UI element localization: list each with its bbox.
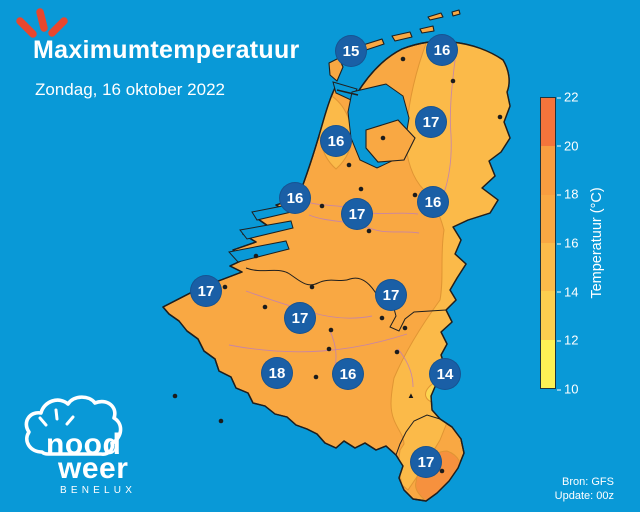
- city-dot: [380, 135, 386, 141]
- temp-badge: 16: [417, 186, 449, 218]
- city-dot: [328, 327, 334, 333]
- city-dot: [366, 228, 372, 234]
- city-dot: [262, 304, 268, 310]
- source-label: Bron: GFS: [562, 476, 614, 488]
- city-dot: [319, 203, 325, 209]
- flevoland-polder: [365, 119, 416, 163]
- city-dot: [218, 418, 224, 424]
- colorbar-segment-12-14: [541, 291, 555, 340]
- temp-badge: 16: [332, 358, 364, 390]
- temp-badge: 16: [279, 182, 311, 214]
- temp-badge: 17: [284, 302, 316, 334]
- colorbar-segment-20-22: [541, 98, 555, 147]
- colorbar-segment-10-12: [541, 339, 555, 388]
- temp-badge: 17: [190, 275, 222, 307]
- afsluitdijk-line: [336, 89, 359, 96]
- delta-channel: [239, 220, 294, 240]
- city-dot: [313, 374, 319, 380]
- wadden-island: [391, 31, 413, 42]
- peak-marker: ▲: [407, 391, 415, 400]
- country-border-be-lux: [395, 414, 441, 456]
- logo-word-nood: nood: [46, 428, 121, 461]
- colorbar-tick-14: 14: [556, 284, 579, 300]
- noodweer-logo: nood weer BENELUX: [24, 395, 136, 496]
- update-label: Update: 00z: [554, 490, 614, 502]
- city-dot: [346, 162, 352, 168]
- delta-channel: [228, 240, 290, 263]
- logo-word-benelux: BENELUX: [60, 485, 136, 496]
- colorbar-tick-18: 18: [556, 186, 579, 202]
- city-dot: [326, 346, 332, 352]
- city-dot: [253, 253, 259, 259]
- city-dot: [358, 186, 364, 192]
- cloud-icon: [24, 395, 123, 456]
- city-dot: [379, 315, 385, 321]
- city-dots: [172, 56, 503, 474]
- colorbar-segments: [540, 97, 556, 389]
- temp-badge: 16: [426, 34, 458, 66]
- colorbar-tick-12: 12: [556, 332, 579, 348]
- city-dot: [402, 325, 408, 331]
- city-dot: [439, 468, 445, 474]
- temp-badge: 17: [341, 198, 373, 230]
- city-dot: [309, 284, 315, 290]
- city-dot: [450, 78, 456, 84]
- colorbar-tick-22: 22: [556, 89, 579, 105]
- city-dot: [412, 192, 418, 198]
- temp-badge: 15: [335, 35, 367, 67]
- city-dot: [394, 349, 400, 355]
- page-title: Maximumtemperatuur: [33, 36, 300, 64]
- city-dot: [172, 393, 178, 399]
- city-dot: [222, 284, 228, 290]
- temp-badge: 17: [375, 279, 407, 311]
- temp-badge: 16: [320, 125, 352, 157]
- colorbar-segment-18-20: [541, 146, 555, 195]
- city-dot: [400, 56, 406, 62]
- storm-marks-icon: [16, 8, 68, 38]
- temp-badge: 17: [410, 446, 442, 478]
- colorbar-segment-14-16: [541, 242, 555, 292]
- temp-badge: 18: [261, 357, 293, 389]
- lightning-rays-icon: [38, 408, 75, 427]
- date-subtitle: Zondag, 16 oktober 2022: [35, 80, 225, 99]
- wadden-island: [419, 25, 435, 34]
- logo-word-weer: weer: [57, 452, 128, 485]
- city-dot: [497, 114, 503, 120]
- colorbar-tick-20: 20: [556, 138, 579, 154]
- wadden-island: [427, 12, 444, 21]
- colorbar-tick-10: 10: [556, 381, 579, 397]
- temp-badge: 17: [415, 106, 447, 138]
- colorbar-tick-16: 16: [556, 235, 579, 251]
- temp-badge: 14: [429, 358, 461, 390]
- colorbar-segment-16-18: [541, 194, 555, 243]
- wadden-island: [451, 9, 461, 17]
- temperature-colorbar: 22 20 18 16 14 12 10: [540, 91, 578, 396]
- footer: Bron: GFS Update: 00z: [555, 475, 614, 503]
